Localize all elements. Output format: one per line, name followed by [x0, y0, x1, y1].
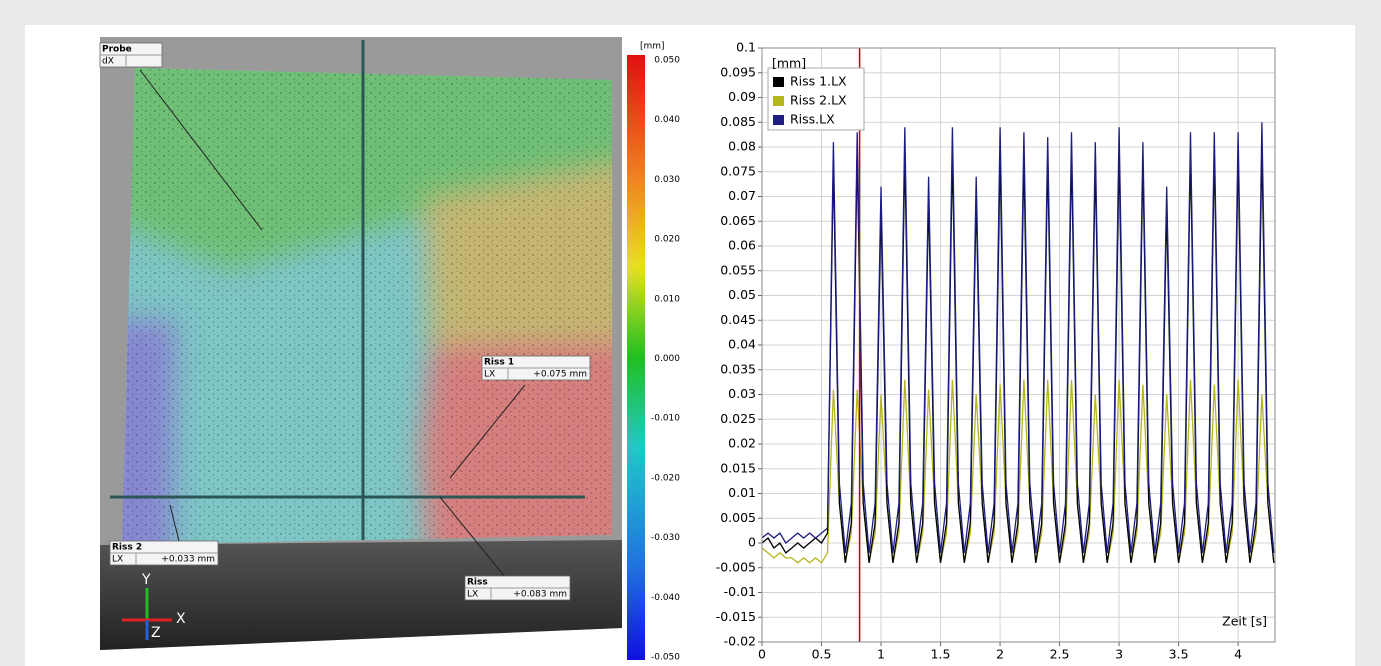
y-tick-label: 0.03: [728, 386, 756, 401]
y-tick-label: -0.02: [724, 634, 756, 649]
colorbar-label: 0.030: [654, 175, 680, 185]
y-tick-label: -0.005: [716, 559, 756, 574]
y-tick-label: 0.04: [728, 337, 756, 352]
axes-frame: [761, 47, 1276, 643]
x-tick-label: 2: [996, 647, 1004, 662]
specimen-image: [100, 37, 622, 650]
y-tick-label: 0.065: [720, 213, 756, 228]
x-tick-label: 2.5: [1050, 647, 1070, 662]
y-tick-label: 0.08: [728, 139, 756, 154]
colorbar-label: 0.040: [654, 115, 680, 125]
annotation-field: dX: [102, 57, 114, 67]
legend-swatch: [773, 96, 784, 106]
colorbar: [627, 55, 645, 660]
colorbar-unit: [mm]: [640, 42, 665, 52]
x-axis-label: Zeit [s]: [1222, 614, 1267, 629]
x-tick-label: 0.5: [812, 647, 832, 662]
colorbar-label: -0.040: [651, 593, 680, 603]
legend-swatch: [773, 115, 784, 125]
annotation-field: LX: [484, 370, 495, 380]
colorbar-label: -0.030: [651, 533, 680, 543]
annotation-value: +0.083 mm: [513, 590, 567, 600]
y-tick-label: 0.005: [720, 510, 756, 525]
legend-label: Riss.LX: [790, 112, 835, 127]
colorbar-label: -0.050: [651, 653, 680, 663]
colorbar-label: 0.000: [654, 354, 680, 364]
y-tick-label: 0.09: [728, 89, 756, 104]
y-tick-label: 0.095: [720, 64, 756, 79]
x-tick-label: 3: [1115, 647, 1123, 662]
series-line: [761, 122, 1275, 553]
y-tick-label: 0.025: [720, 411, 756, 426]
x-tick-label: 4: [1234, 647, 1242, 662]
y-tick-label: 0.1: [736, 40, 756, 55]
colorbar-label: 0.050: [654, 56, 680, 66]
annotation-title: Probe: [102, 45, 132, 55]
y-tick-label: 0.015: [720, 460, 756, 475]
y-tick-label: 0.035: [720, 361, 756, 376]
y-tick-label: 0.05: [728, 287, 756, 302]
axis-y-label: Y: [141, 572, 151, 588]
annotation-field: LX: [112, 555, 123, 565]
annotation-value: +0.075 mm: [533, 370, 587, 380]
annotation-field: LX: [467, 590, 478, 600]
y-tick-label: 0: [748, 535, 756, 550]
y-tick-label: 0.075: [720, 163, 756, 178]
legend-swatch: [773, 77, 784, 87]
y-tick-label: -0.015: [716, 609, 756, 624]
axis-z-label: Z: [151, 625, 161, 641]
colorbar-label: -0.020: [651, 473, 680, 483]
legend-label: Riss 2.LX: [790, 93, 847, 108]
x-tick-label: 1.5: [931, 647, 951, 662]
colorbar-label: -0.010: [651, 414, 680, 424]
y-tick-label: -0.01: [724, 584, 756, 599]
annotation-title: Riss 2: [112, 543, 142, 553]
x-tick-label: 3.5: [1169, 647, 1189, 662]
colorbar-label: 0.010: [654, 294, 680, 304]
axis-x-label: X: [176, 611, 186, 627]
x-tick-label: 1: [877, 647, 885, 662]
y-tick-label: 0.07: [728, 188, 756, 203]
y-tick-label: 0.06: [728, 238, 756, 253]
annotation-value: +0.033 mm: [161, 555, 215, 565]
y-tick-label: 0.045: [720, 312, 756, 327]
y-tick-label: 0.085: [720, 114, 756, 129]
x-tick-label: 0: [758, 647, 766, 662]
y-tick-label: 0.02: [728, 436, 756, 451]
y-tick-label: 0.01: [728, 485, 756, 500]
annotation-title: Riss 1: [484, 358, 514, 368]
annotation-title: Riss: [467, 578, 488, 588]
y-unit: [mm]: [772, 56, 806, 71]
y-tick-label: 0.055: [720, 262, 756, 277]
colorbar-label: 0.020: [654, 235, 680, 245]
legend-label: Riss 1.LX: [790, 74, 847, 89]
